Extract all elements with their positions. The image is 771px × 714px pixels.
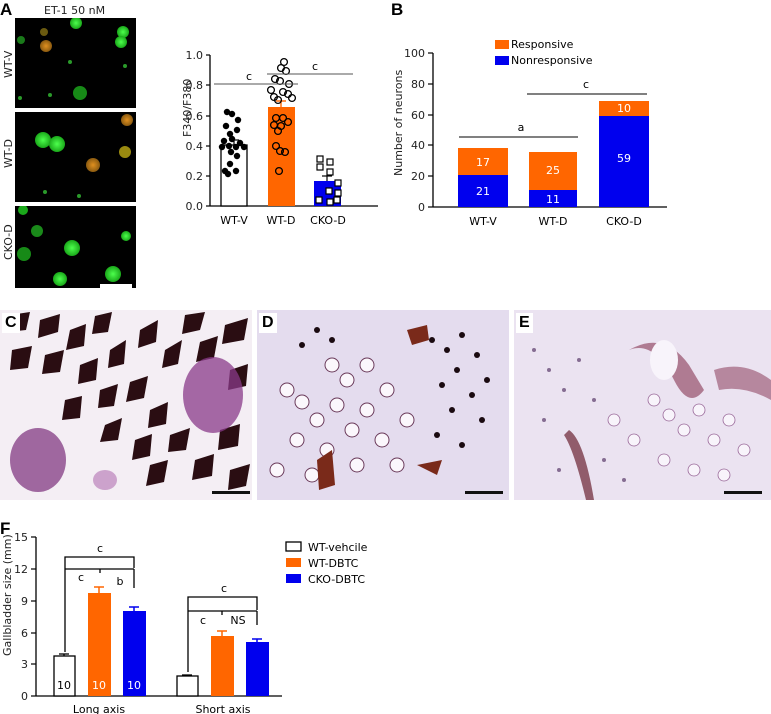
f-ytick: 12 [14,563,28,576]
b-xtick: CKO-D [606,215,642,228]
chart-f: 0 3 6 9 12 15 10 10 10 c c b c c NS [14,531,368,714]
a-xtick: WT-V [220,214,248,227]
b-value: 59 [617,152,631,165]
f-ylabel: Gallbladder size (mm) [1,534,14,656]
legend-swatch-nonresponsive [495,56,509,65]
panel-letter-b: B [391,0,404,19]
panel-letter-a: A [0,0,13,19]
f-sig-label: c [78,571,84,584]
scale-bar [100,284,132,288]
f-xtick: Short axis [195,703,250,714]
b-ytick: 100 [404,47,425,60]
b-legend-label: Nonresponsive [511,54,593,67]
a-ytick: 0.6 [186,110,204,123]
b-value: 25 [546,164,560,177]
f-legend-label: WT-DBTC [308,557,359,570]
f-sig-label: c [221,582,227,595]
b-value: 11 [546,193,560,206]
f-ytick: 6 [21,627,28,640]
a-ytick: 0.4 [186,140,204,153]
row-label-wt-v: WT-V [2,50,15,78]
b-legend-label: Responsive [511,38,574,51]
micrograph-cko-d [15,206,136,288]
f-legend-label: WT-vehcile [308,541,368,554]
row-label-wt-d: WT-D [2,138,15,168]
panel-letter-e: E [516,313,533,333]
b-ytick: 40 [411,139,425,152]
legend-swatch-wt-vehicle [285,541,302,552]
f-ytick: 0 [21,690,28,703]
a-xtick: WT-D [266,214,295,227]
a-sig-label: c [246,70,252,83]
f-sig-label: NS [230,614,245,627]
a-ytick: 0.0 [186,200,204,213]
f-n-label: 10 [57,679,71,692]
b-xtick: WT-V [469,215,497,228]
f-sig-label: c [97,542,103,555]
panel-letter-c: C [2,313,20,333]
a-ytick: 1.0 [186,49,204,62]
b-ytick: 20 [411,170,425,183]
micrograph-title: ET-1 50 nM [44,4,106,17]
f-n-label: 10 [92,679,106,692]
f-legend-label: CKO-DBTC [308,573,365,586]
scale-bar [724,491,762,494]
a-ytick: 0.8 [186,79,204,92]
scale-bar [465,491,503,494]
f-ytick: 15 [14,531,28,544]
f-sig-label: b [117,575,124,588]
f-sig-label: c [200,614,206,627]
micrograph-wt-v [15,18,136,108]
b-value: 17 [476,156,490,169]
row-label-cko-d: CKO-D [2,224,15,260]
a-xtick: CKO-D [310,214,346,227]
histology-d [257,310,509,500]
a-sig-label: c [312,60,318,73]
panel-letter-d: D [259,313,277,333]
histology-c [0,310,252,500]
f-xtick: Long axis [73,703,125,714]
b-value: 10 [617,102,631,115]
f-ytick: 3 [21,658,28,671]
a-ylabel: F340/F380 [181,78,194,137]
chart-a: 0.0 0.2 0.4 0.6 0.8 1.0 [186,49,378,227]
b-sig-label: c [583,78,589,91]
histology-e [514,310,771,500]
b-xtick: WT-D [538,215,567,228]
b-ytick: 80 [411,78,425,91]
b-value: 21 [476,185,490,198]
f-ytick: 9 [21,595,28,608]
b-ytick: 60 [411,109,425,122]
legend-swatch-responsive [495,40,509,49]
chart-b: 0 20 40 60 80 100 21 17 11 25 59 10 a c … [404,38,667,228]
f-n-label: 10 [127,679,141,692]
b-sig-label: a [518,121,525,134]
panel-letter-f: F [0,519,11,538]
b-ylabel: Number of neurons [392,69,405,176]
legend-swatch-wt-dbtc [286,558,301,567]
a-ytick: 0.2 [186,170,204,183]
legend-swatch-cko-dbtc [286,574,301,583]
micrograph-wt-d [15,112,136,202]
scale-bar [212,491,250,494]
b-ytick: 0 [418,201,425,214]
